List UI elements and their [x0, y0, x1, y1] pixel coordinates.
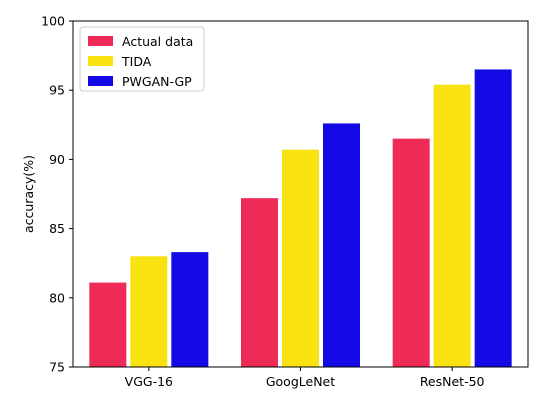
legend-swatch [88, 36, 113, 46]
bar-resnet-50-pwgan-gp [474, 69, 512, 367]
bar-vgg-16-pwgan-gp [171, 252, 209, 367]
legend-label: PWGAN-GP [122, 74, 192, 89]
bar-vgg-16-actual-data [89, 282, 127, 367]
y-tick-label: 90 [49, 152, 65, 167]
x-tick-label: VGG-16 [125, 374, 173, 389]
bar-googlenet-tida [282, 149, 319, 367]
y-tick-label: 95 [49, 83, 65, 98]
y-tick-label: 80 [49, 290, 65, 305]
x-axis: VGG-16 GoogLeNet ResNet-50 [125, 367, 485, 389]
y-axis: 75 80 85 90 95 100 [41, 14, 73, 375]
bar-vgg-16-tida [130, 256, 168, 367]
bars-group [89, 69, 512, 367]
y-axis-label: accuracy(%) [21, 155, 36, 233]
y-tick-label: 100 [41, 14, 65, 29]
y-tick-label: 85 [49, 221, 65, 236]
legend-label: TIDA [121, 54, 152, 69]
legend-swatch [88, 76, 113, 86]
x-tick-label: GoogLeNet [266, 374, 335, 389]
y-tick-label: 75 [49, 360, 65, 375]
bar-googlenet-actual-data [241, 198, 278, 367]
legend: Actual data TIDA PWGAN-GP [79, 26, 205, 92]
legend-label: Actual data [122, 34, 193, 49]
bar-resnet-50-tida [433, 84, 471, 367]
x-tick-label: ResNet-50 [420, 374, 485, 389]
bar-googlenet-pwgan-gp [323, 123, 360, 367]
bar-resnet-50-actual-data [392, 138, 430, 367]
legend-swatch [88, 56, 113, 66]
